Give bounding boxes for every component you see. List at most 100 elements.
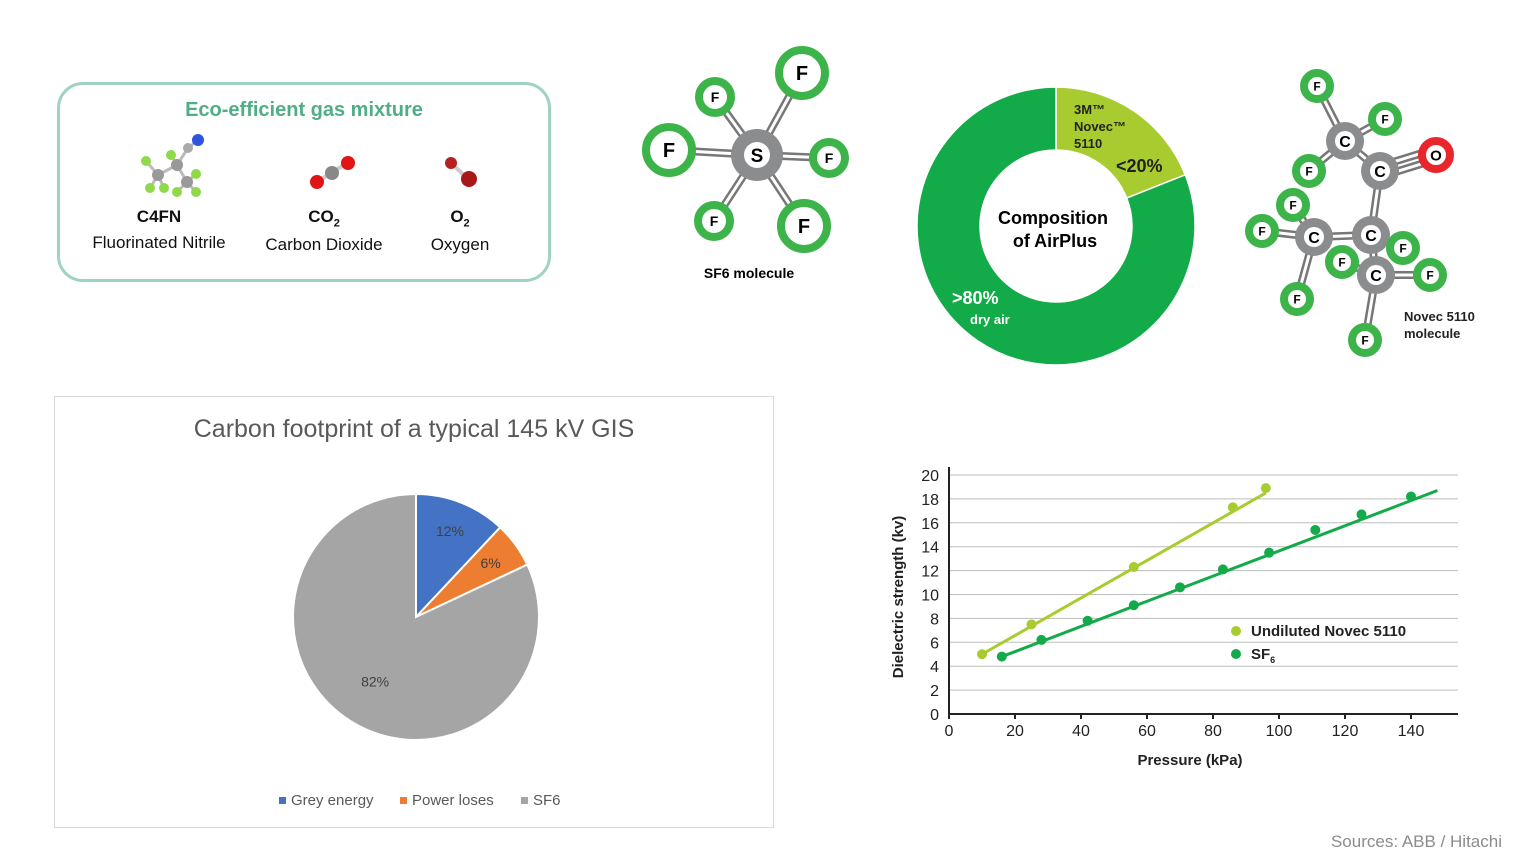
c4fn-molecule-icon [141,134,204,197]
atom-label: F [1381,112,1388,126]
atom-label: F [1293,292,1300,306]
novec-label-line1: Novec 5110 [1404,309,1475,324]
atom-label: F [1361,333,1368,347]
atom-label: F [663,140,675,162]
atom-label: F [711,89,720,105]
atom-ring [1292,154,1326,188]
legend-label: Grey energy [291,792,374,809]
data-point [1217,564,1228,575]
atom-label: C [1370,268,1382,285]
donut-center-label: Composition [998,208,1108,228]
novec-molecule-label: Novec 5110 molecule [1404,309,1475,341]
data-point [1310,524,1321,535]
gas-formula: O [450,207,464,226]
novec-segment-label: 3M™ [1074,102,1105,117]
legend-grey-energy: Grey energy [279,792,374,809]
carbon-footprint-pie-chart: 12% 6% 82% [292,492,540,741]
legend-sf6: SF6 [521,792,561,809]
atom-ring [775,46,829,100]
x-tick-label: 20 [1006,723,1024,740]
atom-label: F [798,216,810,238]
atom-ring [1368,102,1402,136]
atom-label: O [1430,147,1442,164]
pie-data-label: 82% [361,673,389,689]
data-point [1128,600,1139,611]
trend-line [1001,489,1438,659]
gas-name: Fluorinated Nitrile [92,233,226,252]
gas-formula: C4FN [136,207,182,226]
data-point [1175,582,1185,593]
data-point [1356,509,1367,520]
atom-label: C [1308,230,1320,247]
x-tick-label: 0 [945,723,954,740]
novec-molecule-diagram: F F F F F F F F F F O C C C C C [1245,69,1454,357]
carbon-atom-core [1335,131,1355,151]
atom-ring [695,77,735,117]
x-tick-label: 140 [1398,723,1425,740]
data-point [1128,562,1139,573]
atom-ring [1325,245,1359,279]
atom-label: F [1426,268,1433,282]
legend-swatch [279,797,286,804]
atom-label: F [1289,198,1296,212]
x-tick-label: 60 [1138,723,1156,740]
pie-chart-title: Carbon footprint of a typical 145 kV GIS [193,415,635,443]
atom-label: C [1365,228,1377,245]
legend-marker [1231,626,1241,636]
atom-label: S [751,146,764,167]
y-tick-label: 18 [921,492,939,509]
carbon-atom-core [1361,225,1381,245]
y-tick-label: 2 [930,683,939,700]
gas-o2: O2 Oxygen [410,207,510,255]
legend-swatch [400,797,407,804]
carbon-footprint-panel: Carbon footprint of a typical 145 kV GIS… [54,396,774,828]
y-tick-label: 20 [921,468,939,485]
x-axis-label: Pressure (kPa) [1137,752,1242,769]
atom-ring [1300,69,1334,103]
atom-label: F [710,213,719,229]
y-tick-label: 12 [921,564,939,581]
atom-label: F [1313,79,1320,93]
atom-label: C [1374,164,1386,181]
novec-segment-label: Novec™ [1074,119,1126,134]
atom-label: F [796,63,808,85]
pie-data-label: 12% [436,523,464,539]
gas-name: Oxygen [430,235,490,255]
atom-ring [777,199,831,253]
data-point [1036,634,1047,645]
atom-ring [1348,323,1382,357]
atom-ring [1386,231,1420,265]
gas-molecule-icons [141,134,477,197]
carbon-atom-core [1370,161,1390,181]
atom-ring [1413,258,1447,292]
atom-label: F [1338,255,1345,269]
atom-ring [694,201,734,241]
gas-formula: CO [308,207,334,226]
y-tick-label: 16 [921,516,939,533]
co2-molecule-icon [310,156,355,189]
y-tick-label: 0 [930,707,939,724]
airplus-donut-chart: 3M™ Novec™ 5110 <20% >80% dry air Composition o… [916,86,1196,366]
legend-label: SF6 [1251,646,1275,665]
y-tick-label: 8 [930,611,939,628]
atom-label: F [1258,224,1265,238]
gas-formula-subscript: 2 [463,217,470,230]
pie-slice-sf6 [292,492,540,741]
sources-note: Sources: ABB / Hitachi [1330,832,1502,851]
gas-mixture-box: Eco-efficient gas mixture [57,82,551,282]
atom-ring [1276,188,1310,222]
atom-ring [1280,282,1314,316]
x-tick-label: 120 [1332,723,1359,740]
novec-segment-value: <20% [1116,156,1163,176]
atom-ring [642,123,696,177]
gas-mixture-title: Eco-efficient gas mixture [185,99,423,121]
carbon-atom-core [1304,227,1324,247]
gas-name: Carbon Dioxide [265,235,383,255]
pie-slice-grey-energy [415,492,502,620]
gas-formula-subscript: 2 [333,217,340,230]
legend-label-subscript: 6 [1270,655,1275,665]
novec-label-line2: molecule [1404,326,1460,341]
donut-segment-1 [916,86,1196,366]
atom-ring [809,138,849,178]
